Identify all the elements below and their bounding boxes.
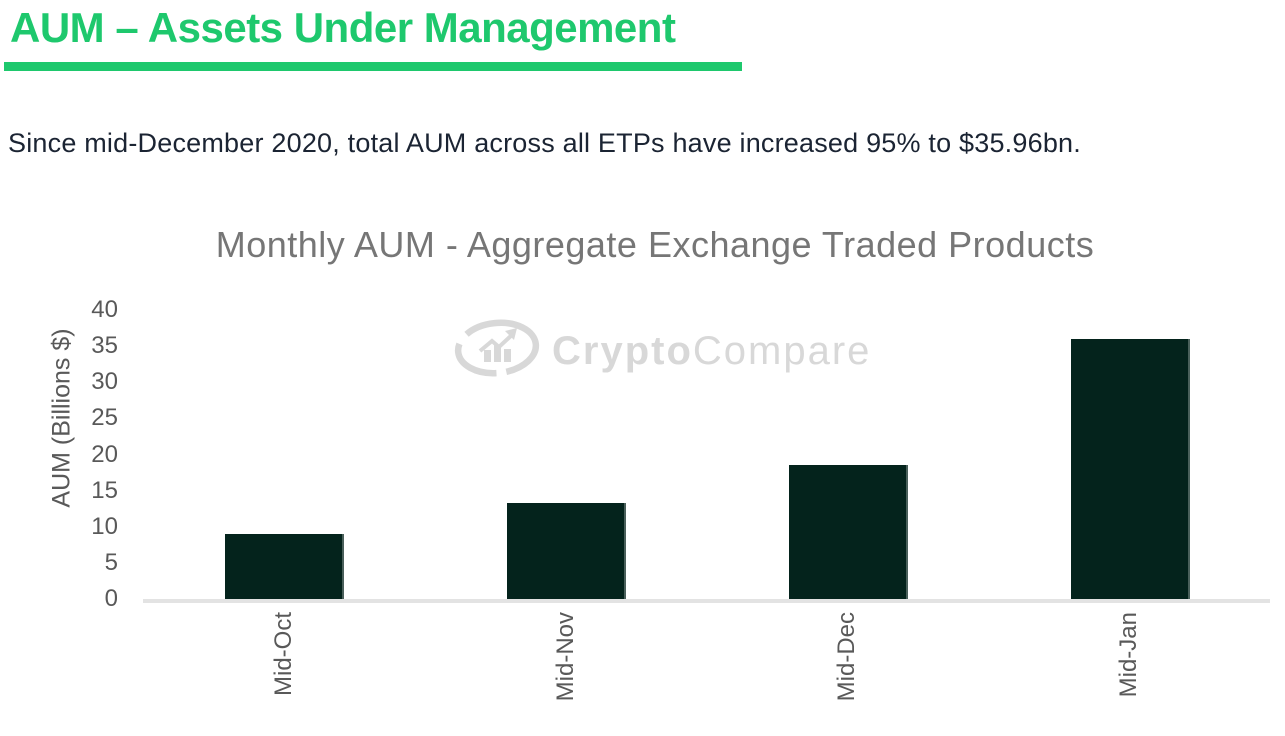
summary-text: Since mid-December 2020, total AUM acros…: [8, 128, 1081, 158]
bar-mid-oct: [225, 534, 345, 599]
x-tick-label-mid-nov: Mid-Nov: [551, 612, 579, 702]
y-tick-label-25: 25: [91, 404, 118, 432]
bar-mid-dec: [788, 465, 908, 599]
cryptocompare-watermark: CryptoCompare: [452, 316, 871, 385]
y-tick-label-10: 10: [91, 512, 118, 540]
watermark-brand-compare: Compare: [692, 328, 872, 373]
y-tick-label-5: 5: [104, 548, 118, 576]
x-tick-label-mid-dec: Mid-Dec: [833, 612, 861, 702]
y-tick-label-20: 20: [91, 440, 118, 468]
y-tick-label-0: 0: [104, 585, 118, 612]
y-axis-ticks: 0 5 10 15 20 25 30 35 40: [0, 0, 118, 736]
y-tick-label-15: 15: [91, 476, 118, 504]
watermark-brand-crypto: Crypto: [552, 328, 693, 373]
title-underline: [4, 62, 742, 71]
y-tick-label-30: 30: [91, 368, 118, 396]
x-tick-label-mid-jan: Mid-Jan: [1115, 612, 1143, 698]
bar-mid-nov: [507, 502, 627, 599]
watermark-brand-text: CryptoCompare: [552, 319, 871, 383]
y-tick-label-35: 35: [91, 332, 118, 360]
plot-area: [143, 290, 1270, 603]
x-tick-label-mid-oct: Mid-Oct: [269, 612, 297, 696]
page-title: AUM – Assets Under Management: [10, 4, 676, 51]
bar-mid-jan: [1070, 339, 1190, 599]
chart-title: Monthly AUM - Aggregate Exchange Traded …: [215, 224, 1095, 265]
y-tick-label-40: 40: [91, 296, 118, 323]
cryptocompare-logo-icon: [452, 316, 542, 385]
